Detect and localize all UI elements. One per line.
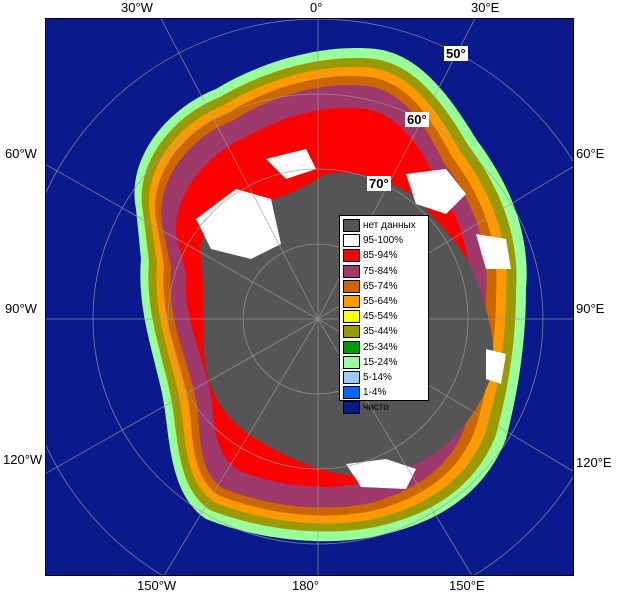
legend-swatch — [343, 340, 360, 354]
ice-patch-95-100 — [266, 149, 316, 179]
legend-item: 95-100% — [343, 233, 425, 248]
lon-label-150w: 150°W — [137, 578, 177, 593]
map-canvas — [46, 19, 573, 575]
legend-label: 5-14% — [363, 371, 392, 383]
legend-label: 65-74% — [363, 280, 398, 292]
lon-label-30e: 30°E — [471, 0, 500, 15]
lon-label-120w: 120°W — [3, 452, 43, 467]
legend-item: нет данных — [343, 218, 425, 233]
lon-label-30w: 30°W — [121, 0, 153, 15]
legend-item: 25-34% — [343, 340, 425, 355]
lon-label-90w: 90°W — [5, 301, 37, 316]
legend-label: 35-44% — [363, 326, 398, 338]
legend-item: 55-64% — [343, 294, 425, 309]
legend-item: 85-94% — [343, 248, 425, 263]
legend-label: нет данных — [363, 220, 416, 232]
legend-swatch — [343, 264, 360, 278]
lat-label-70: 70° — [367, 176, 391, 191]
legend-swatch — [343, 219, 360, 233]
legend-item: 35-44% — [343, 324, 425, 339]
legend-swatch — [343, 279, 360, 293]
lon-label-0: 0° — [310, 0, 323, 15]
lon-label-180: 180° — [292, 578, 319, 593]
legend-label: 45-54% — [363, 311, 398, 323]
legend-label: 85-94% — [363, 250, 398, 262]
lat-label-60: 60° — [405, 112, 429, 127]
legend-item: 15-24% — [343, 355, 425, 370]
lon-label-120e: 120°E — [576, 455, 612, 470]
legend-item: 75-84% — [343, 264, 425, 279]
legend-item: 45-54% — [343, 309, 425, 324]
legend-swatch — [343, 386, 360, 400]
legend-label: 1-4% — [363, 387, 387, 399]
legend-swatch — [343, 310, 360, 324]
ice-patch-95-100 — [196, 189, 281, 259]
legend-label: 15-24% — [363, 356, 398, 368]
legend-label: 55-64% — [363, 296, 398, 308]
ice-patch-95-100 — [476, 234, 511, 269]
legend: нет данных 95-100% 85-94% 75-84% 65-74% 55-64… — [339, 215, 429, 415]
legend-label: 25-34% — [363, 341, 398, 353]
legend-swatch — [343, 295, 360, 309]
ice-patch-95-100 — [346, 459, 416, 489]
sea-ice-map — [45, 18, 574, 576]
legend-label: 95-100% — [363, 235, 404, 247]
legend-swatch — [343, 370, 360, 384]
legend-swatch — [343, 355, 360, 369]
lon-label-60e: 60°E — [576, 146, 605, 161]
legend-swatch — [343, 249, 360, 263]
legend-label: 75-84% — [363, 265, 398, 277]
legend-item: чисто — [343, 400, 425, 415]
ice-patch-95-100 — [486, 349, 506, 384]
lon-label-90e: 90°E — [576, 301, 605, 316]
legend-swatch — [343, 401, 360, 415]
lat-label-50: 50° — [444, 46, 468, 61]
legend-item: 5-14% — [343, 370, 425, 385]
legend-item: 65-74% — [343, 279, 425, 294]
legend-label: чисто — [363, 402, 389, 414]
lon-label-60w: 60°W — [5, 146, 37, 161]
legend-item: 1-4% — [343, 385, 425, 400]
legend-swatch — [343, 234, 360, 248]
legend-swatch — [343, 325, 360, 339]
ice-patch-95-100 — [406, 169, 466, 214]
lon-label-150e: 150°E — [449, 578, 485, 593]
